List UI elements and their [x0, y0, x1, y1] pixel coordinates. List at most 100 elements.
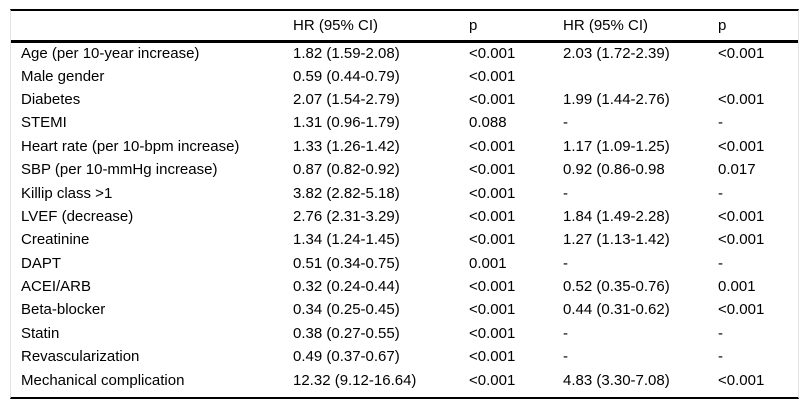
p-cell-2: <0.001 [718, 207, 765, 225]
header-p-2: p [718, 11, 798, 43]
p-cell-2: 0.017 [718, 161, 756, 179]
p-cell-1: <0.001 [469, 67, 516, 85]
p-cell-1: 0.001 [469, 254, 507, 272]
hr-ci-cell-2 [563, 64, 718, 87]
hazard-ratio-table: HR (95% CI) p HR (95% CI) p Age (per 10-… [11, 11, 798, 392]
hazard-ratio-table-frame: HR (95% CI) p HR (95% CI) p Age (per 10-… [10, 9, 799, 399]
variable-cell: Male gender [21, 67, 105, 85]
p-cell-2: <0.001 [718, 231, 765, 249]
p-cell-2: <0.001 [718, 301, 765, 319]
variable-cell: Beta-blocker [21, 301, 106, 319]
variable-cell: Diabetes [21, 90, 81, 108]
variable-cell: STEMI [21, 114, 67, 132]
p-cell-1: <0.001 [469, 184, 516, 202]
p-cell-2: - [718, 348, 723, 366]
hr-ci-cell-2: 0.92 (0.86-0.98 [563, 161, 665, 179]
p-cell-1: <0.001 [469, 348, 516, 366]
hr-ci-cell-1: 1.33 (1.26-1.42) [293, 137, 400, 155]
p-cell-1: <0.001 [469, 231, 516, 249]
p-cell-2: <0.001 [718, 44, 765, 62]
variable-cell: Revascularization [21, 348, 140, 366]
hr-ci-cell-2: - [563, 184, 568, 202]
hr-ci-cell-1: 1.31 (0.96-1.79) [293, 114, 400, 132]
hr-ci-cell-1: 0.49 (0.37-0.67) [293, 348, 400, 366]
p-cell-1: <0.001 [469, 278, 516, 296]
table-row: Beta-blocker 0.34 (0.25-0.45) <0.001 0.44 (… [11, 298, 798, 321]
variable-cell: DAPT [21, 254, 62, 272]
variable-cell: Creatinine [21, 231, 90, 249]
variable-cell: Heart rate (per 10-bpm increase) [21, 137, 240, 155]
p-cell-1: <0.001 [469, 301, 516, 319]
p-cell-1: <0.001 [469, 44, 516, 62]
p-cell-2: 0.001 [718, 278, 756, 296]
table-row: Creatinine 1.34 (1.24-1.45) <0.001 1.27 (1.… [11, 228, 798, 251]
table-row: Revascularization 0.49 (0.37-0.67) <0.001 -… [11, 345, 798, 368]
hr-ci-cell-1: 0.32 (0.24-0.44) [293, 278, 400, 296]
header-hr-ci-2: HR (95% CI) [563, 11, 718, 43]
hr-ci-cell-1: 0.34 (0.25-0.45) [293, 301, 400, 319]
p-cell-1: <0.001 [469, 324, 516, 342]
hr-ci-cell-1: 2.07 (1.54-2.79) [293, 90, 400, 108]
hr-ci-cell-1: 1.34 (1.24-1.45) [293, 231, 400, 249]
hr-ci-cell-1: 12.32 (9.12-16.64) [293, 371, 417, 389]
p-cell-2: <0.001 [718, 371, 765, 389]
hr-ci-cell-2: - [563, 348, 568, 366]
hr-ci-cell-2: 0.44 (0.31-0.62) [563, 301, 670, 319]
hr-ci-cell-1: 0.87 (0.82-0.92) [293, 161, 400, 179]
hr-ci-cell-2: 0.52 (0.35-0.76) [563, 278, 670, 296]
table-row: Heart rate (per 10-bpm increase) 1.33 (1.… [11, 135, 798, 158]
p-cell-2: - [718, 254, 723, 272]
variable-cell: Statin [21, 324, 60, 342]
table-row: ACEI/ARB 0.32 (0.24-0.44) <0.001 0.52 (0.35… [11, 275, 798, 298]
header-row: HR (95% CI) p HR (95% CI) p [11, 11, 798, 43]
table-row: Killip class >1 3.82 (2.82-5.18) <0.001 - - [11, 181, 798, 204]
hr-ci-cell-2: 2.03 (1.72-2.39) [563, 44, 670, 62]
table-row: STEMI 1.31 (0.96-1.79) 0.088 - - [11, 111, 798, 134]
variable-cell: Killip class >1 [21, 184, 113, 202]
table-row: DAPT 0.51 (0.34-0.75) 0.001 - - [11, 252, 798, 275]
p-cell-1: <0.001 [469, 161, 516, 179]
p-cell-2: <0.001 [718, 90, 765, 108]
hr-ci-cell-1: 0.51 (0.34-0.75) [293, 254, 400, 272]
hr-ci-cell-2: - [563, 324, 568, 342]
table-row: Diabetes 2.07 (1.54-2.79) <0.001 1.99 (1.44… [11, 88, 798, 111]
hr-ci-cell-1: 1.82 (1.59-2.08) [293, 44, 400, 62]
p-cell-2: - [718, 184, 723, 202]
table-row: Age (per 10-year increase) 1.82 (1.59-2.0… [11, 41, 798, 64]
p-cell-2: - [718, 324, 723, 342]
hr-ci-cell-2: 1.17 (1.09-1.25) [563, 137, 670, 155]
header-hr-ci-1: HR (95% CI) [293, 11, 469, 43]
header-variable [11, 11, 293, 43]
hr-ci-cell-1: 0.59 (0.44-0.79) [293, 67, 400, 85]
variable-cell: SBP (per 10-mmHg increase) [21, 161, 218, 179]
hr-ci-cell-2: 4.83 (3.30-7.08) [563, 371, 670, 389]
variable-cell: Mechanical complication [21, 371, 185, 389]
variable-cell: LVEF (decrease) [21, 207, 134, 225]
p-cell-2 [718, 64, 798, 87]
hr-ci-cell-2: - [563, 254, 568, 272]
hr-ci-cell-1: 3.82 (2.82-5.18) [293, 184, 400, 202]
hr-ci-cell-2: - [563, 114, 568, 132]
hr-ci-cell-2: 1.27 (1.13-1.42) [563, 231, 670, 249]
table-row: LVEF (decrease) 2.76 (2.31-3.29) <0.001 1.8… [11, 205, 798, 228]
table-body: Age (per 10-year increase) 1.82 (1.59-2.0… [11, 41, 798, 392]
table-row: Statin 0.38 (0.27-0.55) <0.001 - - [11, 322, 798, 345]
p-cell-1: 0.088 [469, 114, 507, 132]
header-p-1: p [469, 11, 563, 43]
hr-ci-cell-2: 1.84 (1.49-2.28) [563, 207, 670, 225]
hr-ci-cell-1: 0.38 (0.27-0.55) [293, 324, 400, 342]
p-cell-1: <0.001 [469, 207, 516, 225]
p-cell-1: <0.001 [469, 371, 516, 389]
p-cell-1: <0.001 [469, 90, 516, 108]
table-row: SBP (per 10-mmHg increase) 0.87 (0.82-0.9… [11, 158, 798, 181]
variable-cell: Age (per 10-year increase) [21, 44, 200, 62]
table-row: Mechanical complication 12.32 (9.12-16.64… [11, 368, 798, 391]
hr-ci-cell-2: 1.99 (1.44-2.76) [563, 90, 670, 108]
table-row: Male gender 0.59 (0.44-0.79) <0.001 [11, 64, 798, 87]
variable-cell: ACEI/ARB [21, 278, 92, 296]
hr-ci-cell-1: 2.76 (2.31-3.29) [293, 207, 400, 225]
p-cell-1: <0.001 [469, 137, 516, 155]
table-header: HR (95% CI) p HR (95% CI) p [11, 11, 798, 43]
p-cell-2: <0.001 [718, 137, 765, 155]
